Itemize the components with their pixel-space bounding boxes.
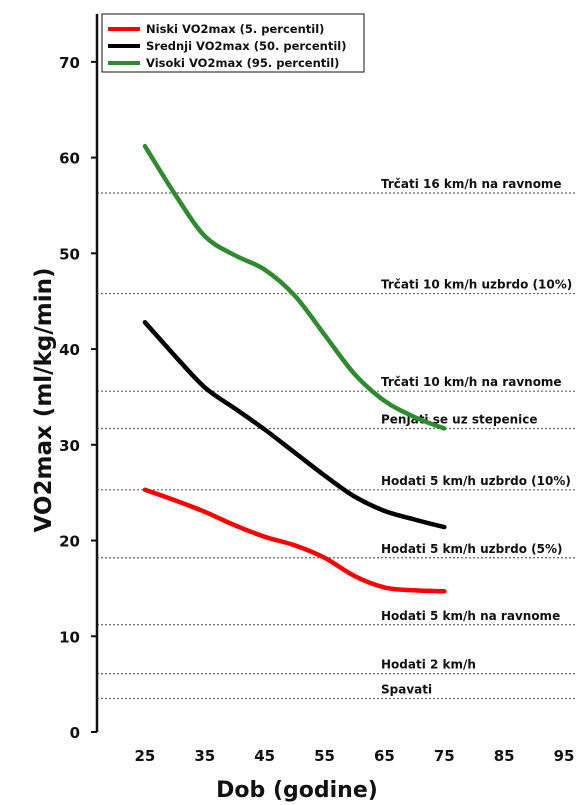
y-tick-label: 20 bbox=[59, 533, 80, 551]
legend-box bbox=[101, 13, 365, 73]
series-line-low bbox=[142, 487, 447, 594]
x-tick-label: 75 bbox=[434, 747, 455, 765]
reference-label-hodati-5-km-h-na-ravnome: Hodati 5 km/h na ravnome bbox=[381, 609, 560, 623]
series-line-medium bbox=[142, 320, 447, 530]
y-tick-label: 50 bbox=[59, 245, 80, 263]
x-tick-label: 55 bbox=[314, 747, 335, 765]
y-tick-label: 10 bbox=[59, 628, 80, 646]
legend-label: Srednji VO2max (50. percentil) bbox=[146, 39, 346, 53]
y-axis-label: VO2max (ml/kg/min) bbox=[31, 268, 57, 533]
y-tick-label: 60 bbox=[59, 150, 80, 168]
y-tick-label: 30 bbox=[59, 437, 80, 455]
legend-label: Niski VO2max (5. percentil) bbox=[146, 22, 324, 36]
reference-label-hodati-2-km-h: Hodati 2 km/h bbox=[381, 658, 476, 672]
x-tick-label: 35 bbox=[194, 747, 215, 765]
reference-label-spavati: Spavati bbox=[381, 682, 432, 696]
reference-label-tr-ati-10-km-h-na-ravnome: Trčati 10 km/h na ravnome bbox=[381, 375, 562, 389]
x-tick-label: 95 bbox=[554, 747, 575, 765]
x-tick-label: 65 bbox=[374, 747, 395, 765]
y-tick-label: 40 bbox=[59, 341, 80, 359]
y-tick-label: 70 bbox=[59, 54, 80, 72]
reference-label-tr-ati-10-km-h-uzbrdo-10: Trčati 10 km/h uzbrdo (10%) bbox=[381, 278, 572, 292]
reference-label-hodati-5-km-h-uzbrdo-5: Hodati 5 km/h uzbrdo (5%) bbox=[381, 542, 563, 556]
x-axis-label: Dob (godine) bbox=[216, 778, 378, 803]
reference-label-tr-ati-16-km-h-na-ravnome: Trčati 16 km/h na ravnome bbox=[381, 177, 562, 191]
reference-label-penjati-se-uz-stepenice: Penjati se uz stepenice bbox=[381, 413, 538, 427]
x-tick-label: 25 bbox=[134, 747, 155, 765]
x-tick-label: 85 bbox=[494, 747, 515, 765]
x-tick-label: 45 bbox=[254, 747, 275, 765]
series-line-high bbox=[142, 143, 447, 431]
y-tick-label: 0 bbox=[70, 724, 80, 742]
reference-label-hodati-5-km-h-uzbrdo-10: Hodati 5 km/h uzbrdo (10%) bbox=[381, 474, 571, 488]
legend-label: Visoki VO2max (95. percentil) bbox=[146, 56, 339, 70]
